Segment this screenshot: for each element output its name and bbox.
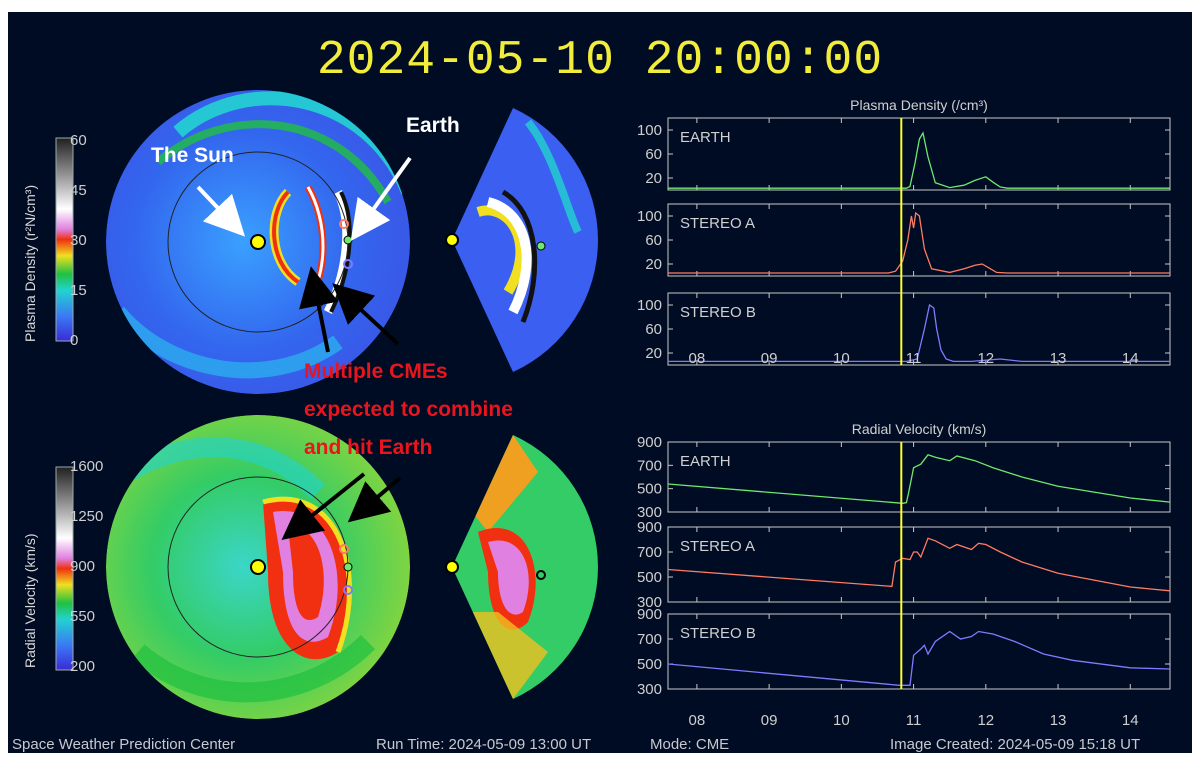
series-line-earth [668,131,1170,189]
series-line-stereo-a [668,211,1170,274]
x-tick-label: 08 [689,350,706,367]
stereo-a-marker [339,219,349,229]
timeseries-plots: Plasma Density (/cm³) 100 60 20 EARTH 100 60 20… [637,97,1171,729]
y-tick-label: 100 [637,122,662,139]
y-tick-label: 700 [637,544,662,561]
earth-marker [343,235,353,245]
cme-arrow-2 [332,283,400,346]
y-tick-label: 20 [645,170,662,187]
simulation-timestamp: 2024-05-10 20:00:00 [316,34,884,88]
y-tick-label: 500 [637,569,662,586]
y-tick-label: 300 [637,504,662,521]
y-tick-label: 100 [637,208,662,225]
x-tick-label: 14 [1122,712,1139,729]
density-tick: 0 [70,332,79,349]
velocity-tick: 200 [70,658,96,675]
series-line-stereo-b [667,630,1171,686]
enlil-visualization: Plasma Density (/cm³)1006020EARTH1006020… [55,90,1171,729]
cme-annotation-line2: expected to combine [304,398,513,421]
x-tick-label: 13 [1050,350,1067,367]
earth-marker-velocity-wedge [536,570,546,580]
earth-marker-velocity [343,562,353,572]
earth-marker-wedge [536,241,546,251]
earth-arrow [350,156,412,242]
stereo-b-marker [343,259,353,269]
y-tick-label: 60 [645,321,662,338]
x-tick-label: 11 [906,712,922,729]
x-tick-label: 12 [977,712,994,729]
cme-annotation-line1: Multiple CMEs [304,360,448,383]
footer-run-time: Run Time: 2024-05-09 13:00 UT [376,736,592,753]
velocity-tick: 550 [70,608,96,625]
panel-label: EARTH [680,129,731,146]
sun-annotation: The Sun [151,144,234,167]
x-tick-label: 14 [1122,350,1139,367]
stereo-a-marker-velocity [339,544,349,554]
plot-panel-frame [667,526,1171,603]
x-tick-label: 10 [833,712,850,729]
footer-center-name: Space Weather Prediction Center [12,736,236,753]
sun-marker-velocity-wedge [445,560,459,574]
y-tick-label: 100 [637,297,662,314]
x-tick-label: 12 [977,350,994,367]
density-colorbar [55,137,74,342]
panel-label: STEREO A [680,215,755,232]
density-meridional-wedge [452,108,598,372]
y-tick-label: 900 [637,606,662,623]
density-tick: 60 [70,132,87,149]
y-tick-label: 20 [645,256,662,273]
density-tick: 30 [70,232,87,249]
y-tick-label: 300 [637,681,662,698]
y-tick-label: 900 [637,519,662,536]
y-tick-label: 500 [637,656,662,673]
footer-mode: Mode: CME [650,736,730,753]
footer-image-created: Image Created: 2024-05-09 15:18 UT [890,736,1141,753]
velocity-tick: 1250 [70,508,104,525]
y-tick-label: 700 [637,457,662,474]
x-tick-label: 09 [761,712,778,729]
stereo-b-marker-velocity [343,585,353,595]
x-tick-label: 10 [833,350,850,367]
y-tick-label: 20 [645,345,662,362]
plot-panel-frame [667,441,1171,513]
y-tick-label: 700 [637,631,662,648]
x-tick-label: 09 [761,350,778,367]
x-tick-label: 13 [1050,712,1067,729]
series-line-stereo-b [668,303,1170,363]
y-tick-label: 900 [637,434,662,451]
panel-label: STEREO B [680,304,756,321]
sun-marker-velocity [250,559,266,575]
velocity-meridional-wedge [452,435,598,699]
plot-panel-frame [667,613,1171,690]
density-tick: 45 [70,182,87,199]
series-line-stereo-a [667,537,1171,592]
enlil-forecast-frame: 2024-05-10 20:00:00 [8,12,1192,753]
velocity-colorbar-title: Radial Velocity (km/s) [22,533,38,668]
plot-panel-frame [667,117,1171,191]
sun-marker-density [250,234,266,250]
y-tick-label: 60 [645,146,662,163]
y-tick-label: 300 [637,594,662,611]
velocity-tick: 900 [70,558,96,575]
plot-title: Plasma Density (/cm³) [850,97,988,113]
x-tick-label: 08 [689,712,706,729]
sun-marker-wedge [445,233,459,247]
sun-arrow [196,185,246,237]
plot-title: Radial Velocity (km/s) [852,421,987,437]
earth-annotation: Earth [406,114,460,137]
cme-annotation-line3: and hit Earth [304,436,433,459]
series-line-earth [667,454,1171,504]
velocity-tick: 1600 [70,458,104,475]
y-tick-label: 60 [645,232,662,249]
velocity-colorbar [55,466,74,671]
density-tick: 15 [70,282,87,299]
cme-arrow-4 [347,476,402,523]
panel-label: STEREO B [680,625,756,642]
x-tick-label: 11 [906,350,922,367]
panel-label: EARTH [680,453,731,470]
y-tick-label: 500 [637,481,662,498]
density-colorbar-title: Plasma Density (r²N/cm³) [22,184,38,342]
cme-arrow-1 [299,266,339,353]
panel-label: STEREO A [680,538,755,555]
